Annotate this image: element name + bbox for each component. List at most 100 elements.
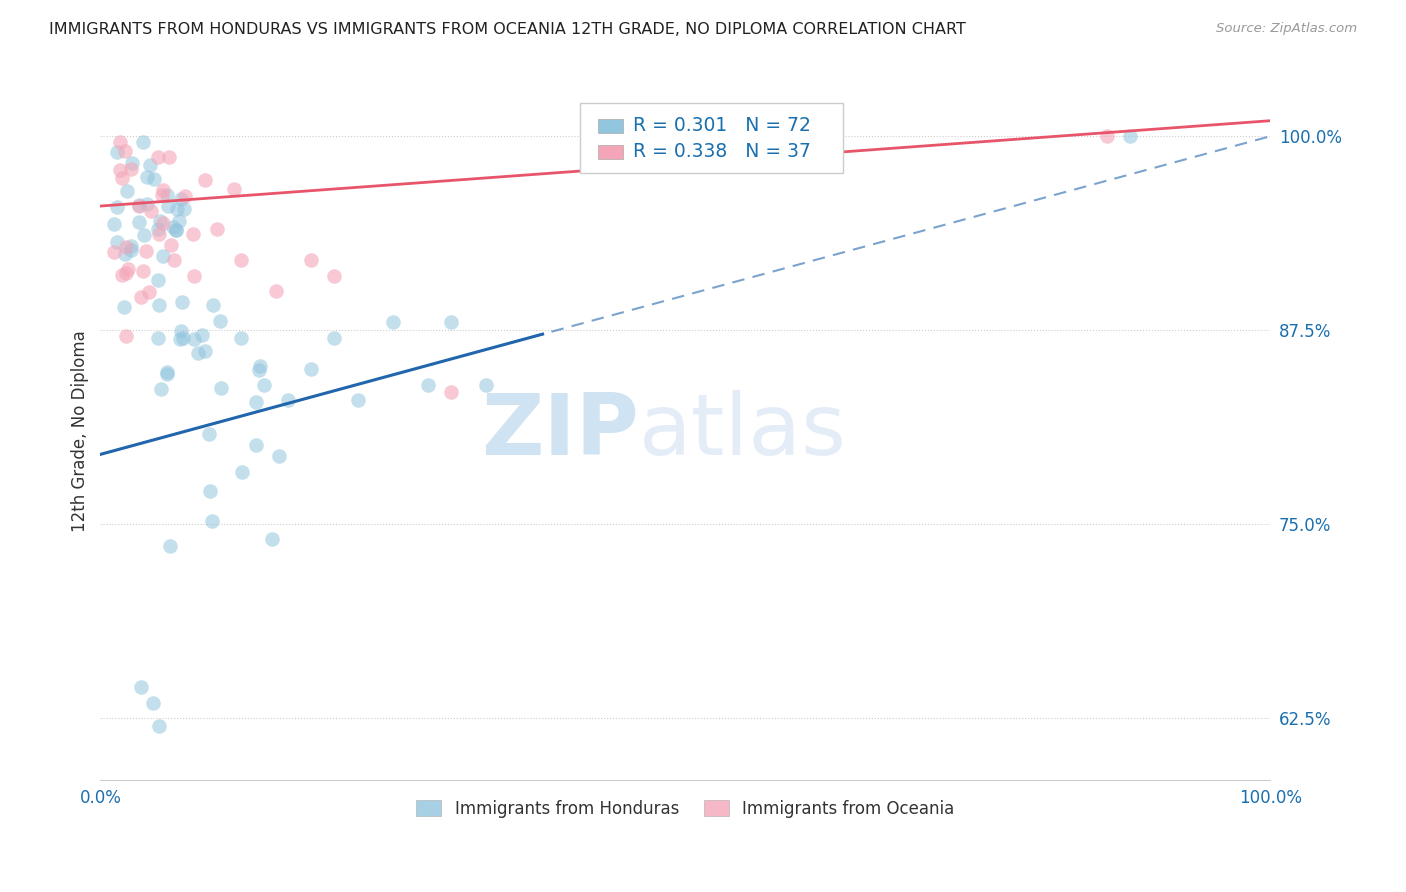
Point: [157, 150, 180, 164]
Point: [191, 327, 214, 342]
Point: [162, 220, 184, 235]
Point: [120, 161, 142, 176]
Point: [323, 331, 346, 345]
Point: [173, 202, 195, 217]
Point: [131, 680, 153, 694]
Point: [148, 298, 170, 312]
Point: [245, 437, 267, 451]
Text: R = 0.338   N = 37: R = 0.338 N = 37: [633, 142, 811, 161]
Bar: [598, 145, 623, 159]
Point: [194, 344, 217, 359]
Point: [201, 298, 224, 312]
Point: [148, 227, 170, 242]
Point: [209, 381, 232, 395]
Point: [103, 217, 125, 231]
Point: [114, 145, 136, 159]
Point: [132, 135, 155, 149]
Point: [135, 244, 157, 258]
Point: [170, 295, 193, 310]
Point: [156, 188, 179, 202]
Point: [299, 253, 322, 268]
Point: [1095, 129, 1118, 144]
Point: [115, 266, 138, 280]
Point: [117, 262, 139, 277]
Point: [264, 285, 287, 299]
Point: [207, 222, 229, 236]
Point: [138, 285, 160, 299]
Point: [148, 222, 170, 236]
Point: [157, 198, 180, 212]
Point: [208, 313, 231, 327]
Point: [183, 332, 205, 346]
Point: [222, 182, 245, 196]
Point: [440, 316, 463, 330]
Point: [148, 719, 170, 733]
Point: [146, 150, 169, 164]
Point: [112, 300, 135, 314]
Point: [143, 172, 166, 186]
Point: [198, 426, 221, 441]
Point: [114, 240, 136, 254]
Point: [323, 268, 346, 283]
Point: [247, 363, 270, 377]
Point: [121, 155, 143, 169]
Point: [152, 183, 174, 197]
Text: ZIP: ZIP: [481, 390, 638, 473]
Point: [260, 532, 283, 546]
Point: [165, 222, 187, 236]
Point: [194, 173, 217, 187]
Point: [103, 244, 125, 259]
Point: [231, 465, 253, 479]
Point: [277, 392, 299, 407]
Point: [120, 244, 142, 258]
Bar: [598, 119, 623, 133]
Text: R = 0.301   N = 72: R = 0.301 N = 72: [633, 116, 811, 136]
Point: [146, 273, 169, 287]
Point: [163, 252, 186, 267]
Point: [136, 196, 159, 211]
Point: [150, 382, 173, 396]
Point: [346, 392, 368, 407]
Point: [115, 329, 138, 343]
Point: [416, 377, 439, 392]
Point: [166, 202, 188, 216]
Point: [139, 203, 162, 218]
Point: [267, 449, 290, 463]
Point: [107, 235, 129, 249]
Point: [1119, 129, 1142, 144]
Point: [105, 145, 128, 160]
Point: [198, 483, 221, 498]
Point: [172, 331, 194, 345]
Point: [129, 290, 152, 304]
Point: [169, 333, 191, 347]
Point: [136, 170, 159, 185]
Point: [105, 200, 128, 214]
Point: [108, 135, 131, 149]
Point: [183, 268, 205, 283]
Point: [115, 185, 138, 199]
Y-axis label: 12th Grade, No Diploma: 12th Grade, No Diploma: [72, 330, 89, 532]
Point: [165, 223, 187, 237]
Point: [120, 238, 142, 252]
FancyBboxPatch shape: [581, 103, 844, 173]
Point: [139, 158, 162, 172]
Point: [114, 246, 136, 260]
Point: [152, 216, 174, 230]
Point: [111, 268, 134, 282]
Point: [155, 367, 177, 381]
Point: [381, 316, 404, 330]
Point: [159, 539, 181, 553]
Point: [245, 395, 267, 409]
Point: [128, 199, 150, 213]
Legend: Immigrants from Honduras, Immigrants from Oceania: Immigrants from Honduras, Immigrants fro…: [409, 793, 962, 824]
Point: [167, 214, 190, 228]
Point: [187, 345, 209, 359]
Point: [170, 324, 193, 338]
Text: IMMIGRANTS FROM HONDURAS VS IMMIGRANTS FROM OCEANIA 12TH GRADE, NO DIPLOMA CORRE: IMMIGRANTS FROM HONDURAS VS IMMIGRANTS F…: [49, 22, 966, 37]
Point: [201, 514, 224, 528]
Text: atlas: atlas: [638, 390, 846, 473]
Point: [253, 377, 276, 392]
Point: [111, 170, 134, 185]
Point: [142, 696, 165, 710]
Point: [150, 187, 173, 202]
